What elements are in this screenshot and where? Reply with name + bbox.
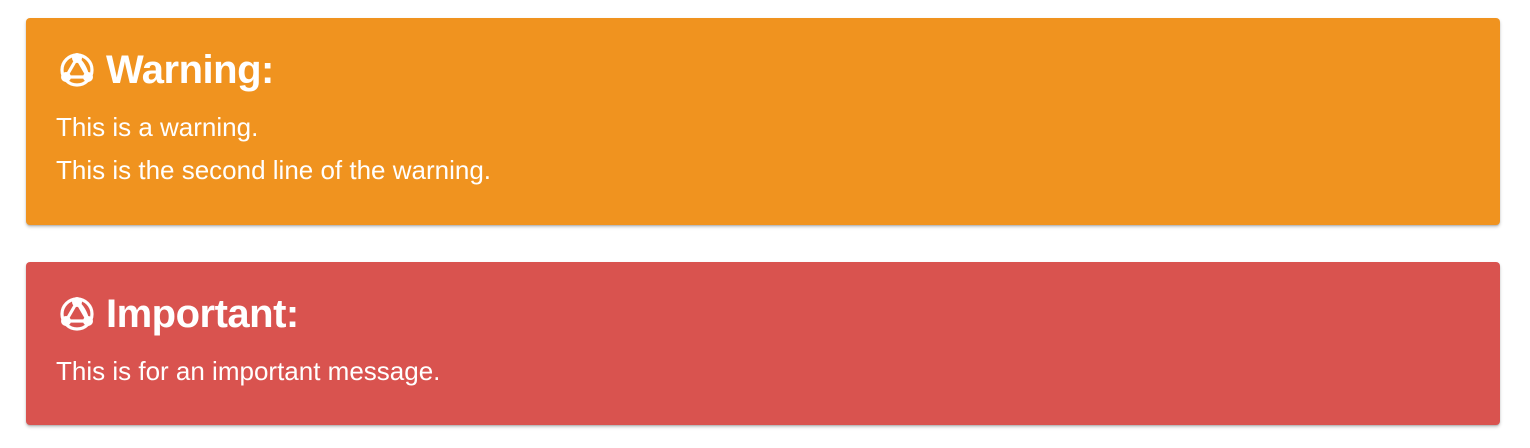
- callout-title: Warning:: [56, 45, 1470, 95]
- important-title: Important:: [106, 291, 299, 336]
- warning-line-1: This is a warning.: [56, 112, 259, 142]
- important-line-1: This is for an important message.: [56, 356, 441, 386]
- important-callout: Important: This is for an important mess…: [26, 262, 1500, 425]
- warning-line-2: This is the second line of the warning.: [56, 155, 492, 185]
- network-icon: [56, 293, 98, 335]
- callout-body: This is a warning. This is the second li…: [56, 106, 1470, 192]
- network-icon: [56, 49, 98, 91]
- callout-title: Important:: [56, 289, 1470, 339]
- callout-body: This is for an important message.: [56, 350, 1470, 393]
- warning-title: Warning:: [106, 47, 274, 92]
- warning-callout: Warning: This is a warning. This is the …: [26, 18, 1500, 225]
